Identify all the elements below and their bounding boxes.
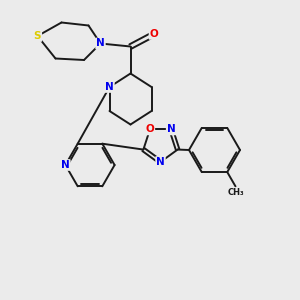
Text: O: O — [146, 124, 154, 134]
Text: S: S — [34, 31, 41, 41]
Text: O: O — [149, 29, 158, 39]
Text: N: N — [105, 82, 114, 92]
Text: N: N — [96, 38, 105, 49]
Text: N: N — [167, 124, 176, 134]
Text: CH₃: CH₃ — [227, 188, 244, 197]
Text: N: N — [61, 160, 70, 170]
Text: N: N — [156, 157, 165, 167]
